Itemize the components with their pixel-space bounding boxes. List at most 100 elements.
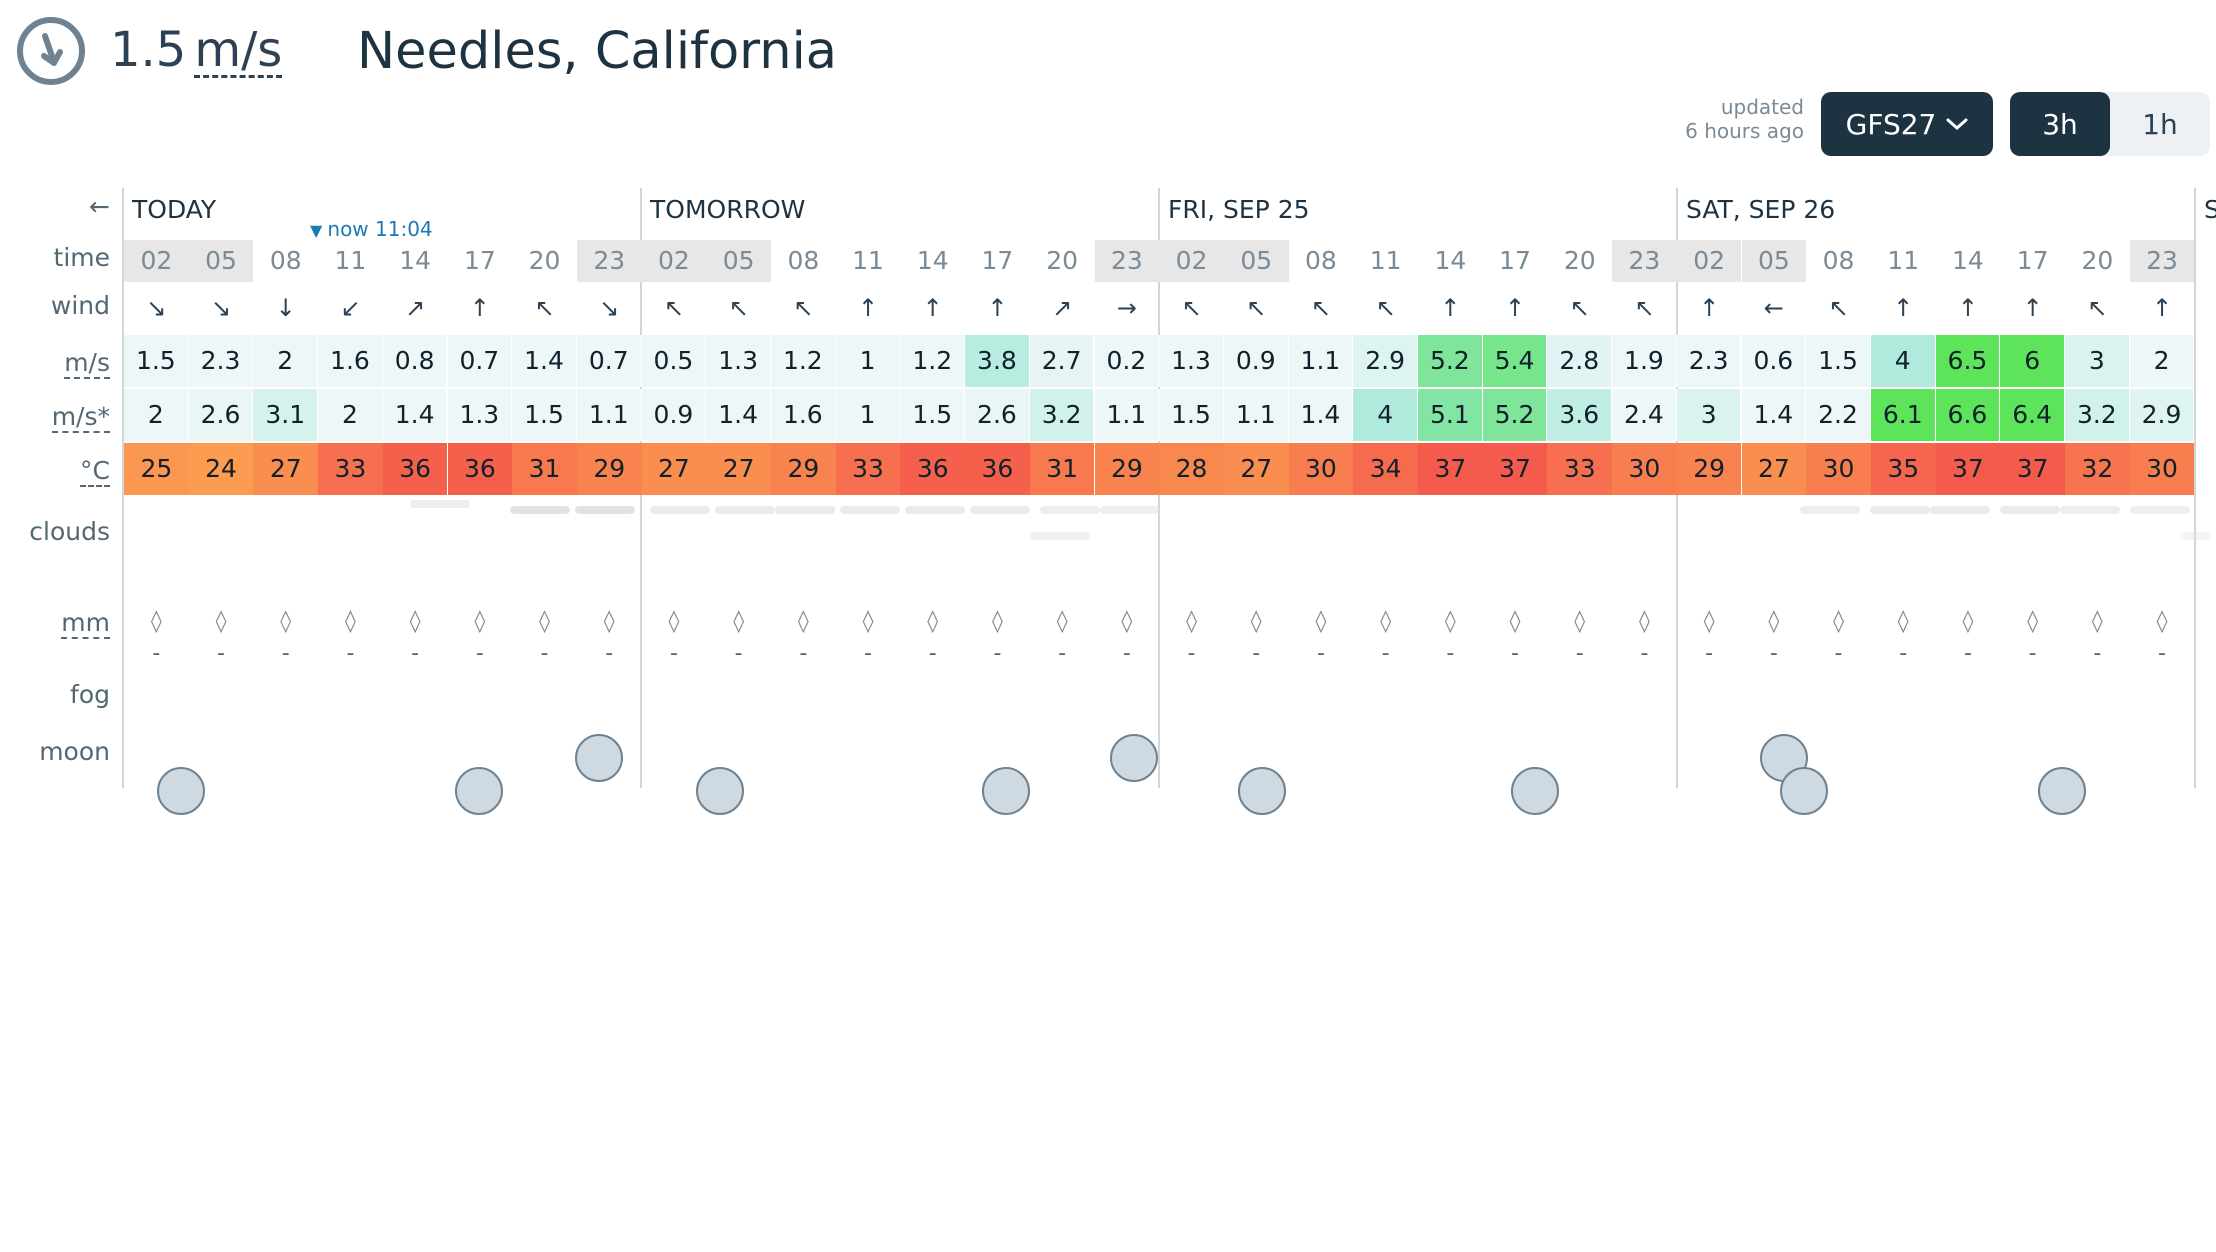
updated-time: 6 hours ago (1685, 119, 1804, 143)
rain-drop-icon: ◊ (2091, 609, 2103, 634)
rain-drop-icon: ◊ (409, 609, 421, 634)
moon-phase-icon (982, 767, 1030, 815)
wind-speed-cell: 2.3 (188, 335, 254, 387)
wind-gust-cell: 6.6 (1935, 389, 2001, 441)
wind-speed-cell: 2.9 (1353, 335, 1418, 387)
day-divider (2194, 188, 2196, 788)
day-header[interactable]: S (2204, 195, 2216, 224)
moon-phase-icon (2038, 767, 2086, 815)
step-3h-button[interactable]: 3h (2010, 92, 2110, 156)
temperature-cell: 36 (447, 443, 513, 495)
step-1h-button[interactable]: 1h (2142, 107, 2178, 141)
wind-direction-arrow-icon: ↖ (728, 294, 749, 322)
time-cell: 08 (1305, 246, 1337, 275)
time-cell: 20 (528, 246, 561, 275)
wind-speed-cell: 3 (2065, 335, 2130, 387)
wind-speed-cell: 1.2 (771, 335, 836, 387)
day-header[interactable]: TODAY (132, 195, 217, 224)
row-label-time: time (54, 243, 110, 272)
wind-speed-cell: 0.2 (1094, 335, 1160, 387)
rain-drop-icon: ◊ (797, 609, 809, 634)
time-cell: 05 (706, 240, 771, 282)
now-triangle-icon: ▼ (310, 221, 328, 240)
wind-gust-cell: 3.2 (1029, 389, 1095, 441)
cloud-cover-streak (840, 506, 900, 514)
day-header[interactable]: TOMORROW (650, 195, 806, 224)
precipitation-value: - (2093, 641, 2102, 666)
time-cell: 05 (1741, 240, 1807, 282)
row-label-gusts[interactable]: m/s* (51, 402, 110, 433)
time-cell: 14 (399, 246, 432, 275)
now-marker: ▼ now 11:04 (310, 217, 433, 241)
wind-speed-cell: 0.5 (641, 335, 707, 387)
temperature-cell: 33 (835, 443, 901, 495)
row-label-precipitation[interactable]: mm (61, 608, 110, 639)
wind-gust-cell: 1.6 (771, 389, 836, 441)
back-button[interactable]: ← (89, 192, 110, 221)
temperature-cell: 35 (1870, 443, 1936, 495)
rain-drop-icon: ◊ (1315, 609, 1327, 634)
time-cell: 23 (1094, 240, 1160, 282)
wind-gust-cell: 1.1 (1223, 389, 1289, 441)
wind-gust-cell: 1.5 (512, 389, 577, 441)
model-select-button[interactable]: GFS27 (1821, 92, 1993, 156)
wind-direction-arrow-icon: ↘ (146, 294, 167, 322)
cloud-cover-streak (1870, 506, 1930, 514)
moon-phase-icon (1238, 767, 1286, 815)
cloud-cover-streak (2060, 506, 2120, 514)
wind-direction-arrow-icon: ↑ (857, 294, 879, 322)
wind-speed-value: 1.5 (110, 22, 187, 78)
precipitation-value: - (540, 641, 549, 666)
day-header[interactable]: FRI, SEP 25 (1168, 195, 1310, 224)
time-cell: 23 (2129, 240, 2195, 282)
wind-direction-arrow-icon: ↑ (2151, 294, 2173, 322)
time-cell: 23 (576, 240, 642, 282)
temperature-cell: 37 (1418, 443, 1483, 495)
precipitation-value: - (1381, 641, 1390, 666)
wind-speed-unit-toggle[interactable]: m/s (194, 22, 283, 79)
precipitation-value: - (152, 641, 161, 666)
day-header[interactable]: SAT, SEP 26 (1686, 195, 1836, 224)
wind-gust-cell: 2.4 (1612, 389, 1677, 441)
wind-direction-arrow-icon: ↖ (663, 294, 684, 322)
day-divider (122, 188, 124, 788)
row-label-moon-text: moon (39, 737, 110, 766)
wind-speed-cell: 1.6 (318, 335, 383, 387)
time-cell: 02 (1159, 240, 1224, 282)
rain-drop-icon: ◊ (1121, 609, 1133, 634)
temperature-cell: 29 (576, 443, 642, 495)
temperature-cell: 37 (1935, 443, 2001, 495)
wind-direction-arrow-icon: ↖ (1634, 294, 1655, 322)
time-cell: 11 (1887, 246, 1920, 275)
time-cell: 17 (981, 246, 1014, 275)
wind-gust-cell: 2 (318, 389, 383, 441)
rain-drop-icon: ◊ (150, 609, 162, 634)
wind-speed-cell: 1.2 (900, 335, 966, 387)
moon-phase-icon (696, 767, 744, 815)
temperature-cell: 33 (318, 443, 383, 495)
wind-direction-arrow-icon: ↖ (1375, 294, 1396, 322)
wind-speed-cell: 6 (2000, 335, 2065, 387)
wind-gust-cell: 5.2 (1482, 389, 1548, 441)
wind-speed-cell: 1.3 (706, 335, 771, 387)
wind-speed-cell: 2.7 (1029, 335, 1095, 387)
rain-drop-icon: ◊ (1703, 609, 1715, 634)
rain-drop-icon: ◊ (1639, 609, 1650, 634)
row-label-temperature[interactable]: °C (80, 456, 110, 487)
precipitation-value: - (1316, 641, 1325, 666)
row-label-precipitation-text: mm (61, 608, 110, 639)
moon-phase-icon (575, 734, 623, 782)
wind-speed-cell: 1.1 (1288, 335, 1354, 387)
temperature-cell: 37 (1482, 443, 1548, 495)
wind-speed-cell: 0.7 (447, 335, 513, 387)
precipitation-value: - (281, 641, 290, 666)
cloud-cover-streak (905, 506, 965, 514)
precipitation-value: - (1511, 641, 1519, 666)
temperature-cell: 31 (512, 443, 577, 495)
wind-direction-arrow-icon: ↑ (987, 294, 1008, 322)
temperature-cell: 30 (1612, 443, 1677, 495)
row-label-speed[interactable]: m/s (64, 348, 110, 379)
cloud-cover-streak (715, 506, 775, 514)
cloud-cover-streak (1030, 532, 1090, 540)
rain-drop-icon: ◊ (1380, 609, 1392, 634)
